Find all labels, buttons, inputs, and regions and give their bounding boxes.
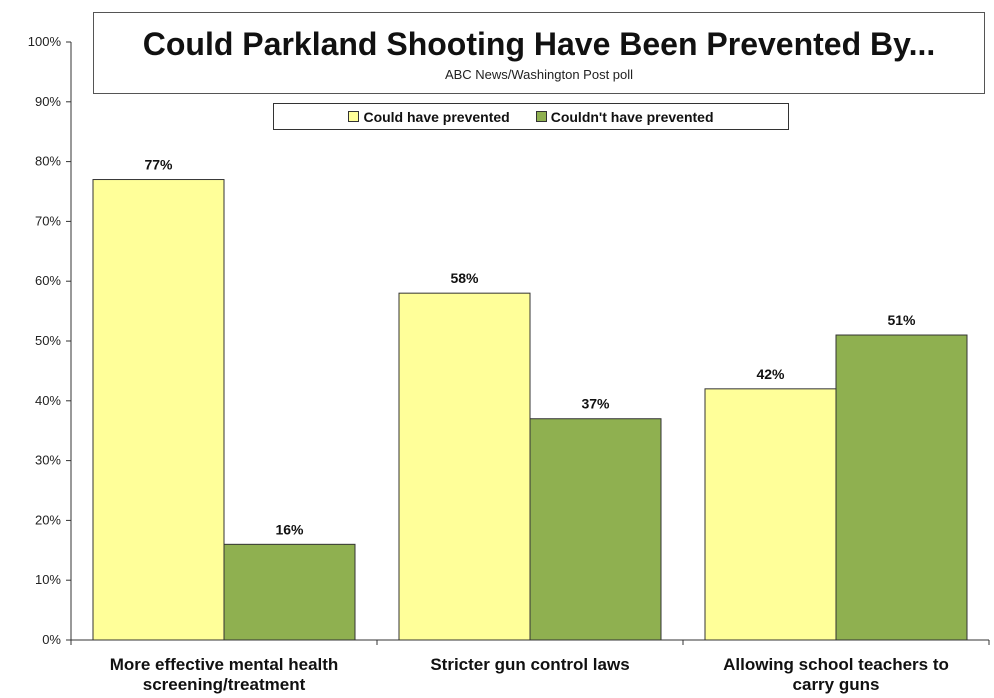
legend-swatch-couldnt (535, 111, 547, 122)
bar-couldnt (835, 334, 968, 641)
data-label: 37% (581, 396, 610, 412)
y-tick-label: 90% (35, 94, 61, 109)
bar-could (398, 292, 531, 641)
chart-title: Could Parkland Shooting Have Been Preven… (142, 26, 936, 62)
bar-couldnt (223, 543, 356, 641)
x-category-label: Stricter gun control laws (430, 655, 629, 674)
y-tick-label: 20% (35, 512, 61, 527)
data-label: 16% (275, 521, 304, 537)
y-tick-label: 40% (35, 393, 61, 408)
legend-item-could: Could have prevented (348, 108, 510, 125)
y-tick-label: 80% (35, 154, 61, 169)
y-tick-label: 30% (35, 453, 61, 468)
legend-item-couldnt: Couldn't have prevented (535, 108, 714, 125)
x-category-label: Allowing school teachers to (723, 655, 949, 674)
y-tick-label: 100% (28, 34, 62, 49)
data-label: 51% (887, 312, 916, 328)
data-label: 42% (756, 366, 785, 382)
bar-could (92, 179, 225, 641)
x-category-label: More effective mental health (110, 655, 339, 674)
legend-swatch-could (348, 111, 360, 122)
data-label: 58% (450, 270, 479, 286)
legend-label-could: Could have prevented (363, 108, 510, 125)
chart-title-box: Could Parkland Shooting Have Been Preven… (93, 12, 985, 94)
bar-couldnt (529, 418, 662, 641)
y-tick-label: 10% (35, 572, 61, 587)
y-tick-label: 50% (35, 333, 61, 348)
y-tick-label: 60% (35, 273, 61, 288)
bar-could (704, 388, 837, 641)
y-tick-label: 70% (35, 213, 61, 228)
y-tick-label: 0% (42, 632, 61, 647)
legend-label-couldnt: Couldn't have prevented (550, 108, 714, 125)
chart-subtitle: ABC News/Washington Post poll (444, 67, 634, 82)
x-category-label: screening/treatment (143, 675, 306, 694)
data-label: 77% (144, 157, 173, 173)
x-category-label: carry guns (793, 675, 880, 694)
chart-legend: Could have prevented Couldn't have preve… (273, 103, 789, 130)
